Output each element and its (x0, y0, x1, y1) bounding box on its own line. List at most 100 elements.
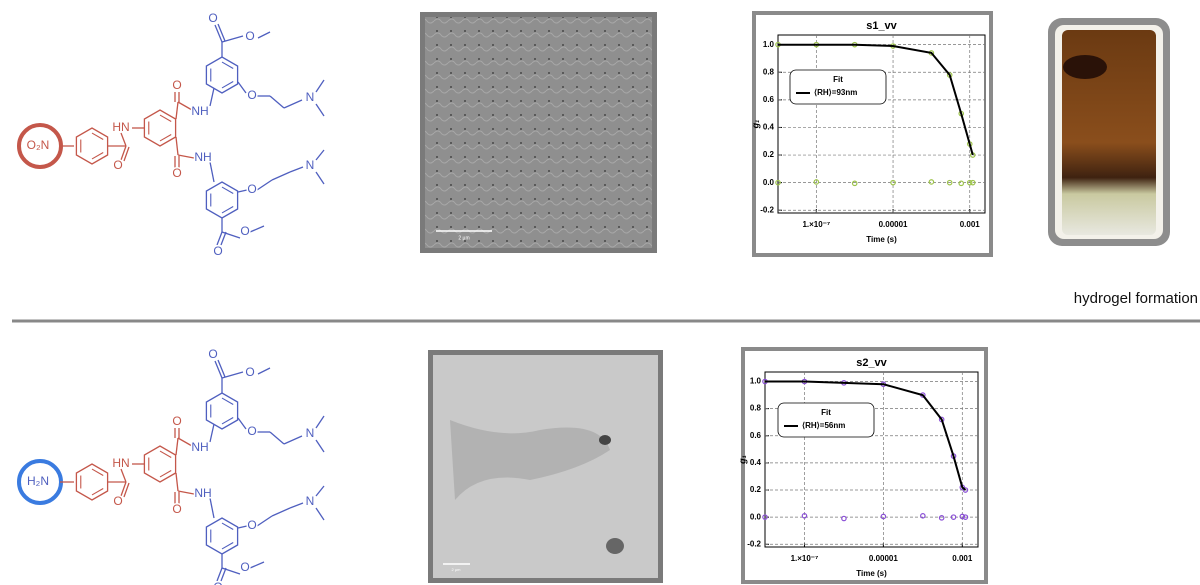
legend-title: Fit (833, 75, 843, 84)
bond (316, 486, 324, 496)
bond (238, 526, 247, 528)
bond (218, 24, 225, 41)
legend-label: ⟨RH⟩=56nm (802, 421, 845, 430)
x-tick-label: 0.00001 (869, 554, 898, 563)
caption: hydrogel formation (1074, 290, 1198, 307)
bond (178, 491, 194, 494)
y-tick-label: -0.2 (747, 539, 761, 548)
bond (215, 25, 222, 42)
y-axis-label: g₁ (737, 455, 747, 465)
bond (316, 80, 324, 92)
atom-label: O (240, 560, 249, 574)
bond (257, 180, 272, 190)
atom-label: O (172, 414, 181, 428)
chart-title: s1_vv (866, 20, 897, 32)
bond (250, 226, 264, 232)
tem-feature (606, 538, 624, 554)
x-tick-label: 0.00001 (879, 220, 908, 229)
atom-label: HN (112, 120, 129, 134)
atom-label: O (172, 166, 181, 180)
atom-label: O (172, 502, 181, 516)
molecule: H₂NHNOONHOOONONHONOO (19, 347, 324, 585)
y-tick-label: 1.0 (763, 40, 775, 49)
atom-label: O (240, 224, 249, 238)
bond (270, 432, 284, 444)
vial-feature (1063, 55, 1107, 79)
atom-label: O (247, 518, 256, 532)
bond (284, 436, 302, 444)
bond (121, 469, 126, 482)
bond (238, 418, 246, 429)
y-axis-label: g₁ (750, 120, 760, 130)
bond (316, 416, 324, 428)
y-tick-label: 0.4 (750, 458, 762, 467)
bond (178, 438, 192, 446)
atom-label: O (245, 365, 254, 379)
bond (270, 96, 284, 108)
bond (316, 172, 324, 184)
bond (238, 82, 246, 93)
bond (178, 155, 194, 158)
y-tick-label: 0.2 (763, 150, 775, 159)
atom-label: N (306, 158, 315, 172)
x-tick-label: 0.001 (952, 554, 973, 563)
y-tick-label: 0.8 (763, 67, 775, 76)
scale-bar-label: 2 μm (452, 567, 462, 572)
x-axis-label: Time (s) (856, 569, 887, 578)
bond (176, 438, 178, 455)
atom-label: O₂N (27, 138, 50, 152)
bond (178, 102, 192, 110)
atom-label: O (245, 29, 254, 43)
atom-label: O (247, 88, 256, 102)
legend-title: Fit (821, 408, 831, 417)
atom-label: NH (191, 440, 208, 454)
y-tick-label: 0.0 (763, 178, 775, 187)
y-tick-label: 0.6 (750, 431, 762, 440)
atom-label: HN (112, 456, 129, 470)
atom-label: O (113, 494, 122, 508)
bond (238, 190, 247, 192)
bond (250, 562, 264, 568)
atom-label: NH (191, 104, 208, 118)
bond (121, 133, 126, 146)
atom-label: N (306, 426, 315, 440)
atom-label: O (247, 182, 256, 196)
scale-bar-label: 2 μm (458, 235, 469, 241)
atom-label: H₂N (27, 474, 49, 488)
y-tick-label: 0.2 (750, 485, 762, 494)
bond (316, 508, 324, 520)
atom-label: N (306, 494, 315, 508)
bond (210, 424, 214, 442)
x-tick-label: 1.×10⁻⁷ (791, 554, 819, 563)
bond (210, 498, 214, 518)
y-tick-label: 0.4 (763, 123, 775, 132)
sem-image (425, 17, 652, 248)
y-tick-label: 1.0 (750, 377, 762, 386)
bond (272, 508, 290, 516)
bond (258, 32, 270, 38)
figure: 2 μm 2 μm hydrogel formation O₂N HN O O NH O O… (0, 0, 1200, 585)
bond (316, 440, 324, 452)
bond (272, 172, 290, 180)
bond (316, 150, 324, 160)
atom-label: NH (194, 486, 211, 500)
bond (284, 100, 302, 108)
bond (290, 167, 303, 172)
bond (215, 361, 222, 378)
tem-feature (599, 435, 611, 445)
bond (258, 368, 270, 374)
atom-label: O (208, 11, 217, 25)
atom-label: O (208, 347, 217, 361)
chart-title: s2_vv (856, 357, 887, 369)
y-tick-label: 0.6 (763, 95, 775, 104)
bond (210, 88, 214, 106)
x-tick-label: 1.×10⁻⁷ (802, 220, 830, 229)
chart-frame (754, 13, 991, 255)
bond (176, 473, 178, 491)
legend-label: ⟨RH⟩=93nm (814, 88, 857, 97)
bond (222, 372, 243, 378)
atom-label: N (306, 90, 315, 104)
bond (210, 162, 214, 182)
y-tick-label: 0.0 (750, 512, 762, 521)
atom-label: O (247, 424, 256, 438)
